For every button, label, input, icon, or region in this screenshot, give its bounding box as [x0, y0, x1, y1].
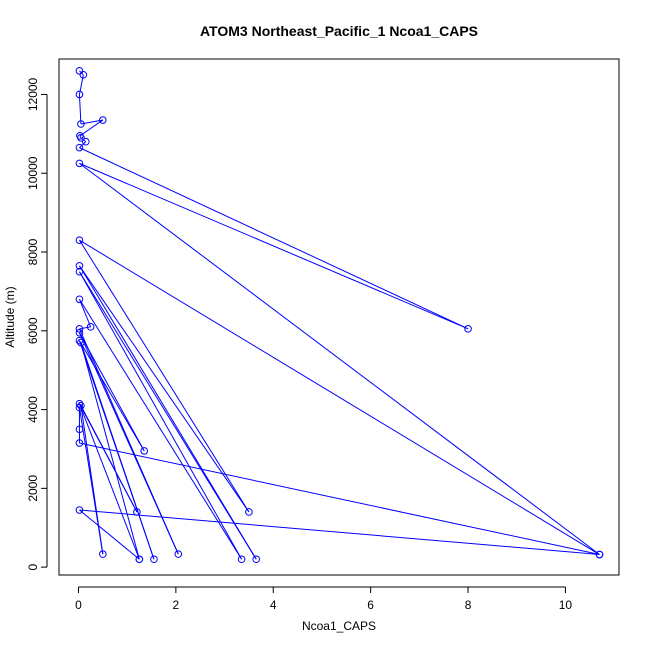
series-segment — [79, 141, 87, 148]
data-point — [75, 267, 84, 276]
data-point — [75, 67, 84, 75]
data-point — [77, 401, 85, 410]
data-point — [75, 439, 84, 447]
data-point — [245, 508, 253, 516]
series-segment — [79, 509, 600, 556]
series-points — [75, 67, 604, 564]
chart-title: ATOM3 Northeast_Pacific_1 Ncoa1_CAPS — [200, 23, 478, 39]
y-tick-label: 0 — [26, 563, 40, 570]
x-axis-label: Ncoa1_CAPS — [302, 619, 376, 633]
data-point — [75, 90, 84, 99]
data-point — [464, 325, 472, 333]
series-segment — [79, 265, 257, 560]
data-point — [75, 425, 84, 434]
data-point — [75, 403, 84, 412]
plot-frame — [58, 58, 620, 576]
data-point — [140, 447, 149, 455]
data-point — [75, 143, 84, 152]
data-point — [86, 323, 95, 331]
data-point — [99, 550, 107, 558]
series-segment — [80, 342, 140, 560]
data-point — [75, 328, 84, 337]
y-axis: 0 2000 4000 6000 8000 10000 12000 — [26, 77, 48, 570]
series-segment — [79, 135, 82, 139]
data-point — [252, 555, 261, 564]
x-tick-label: 8 — [465, 598, 472, 612]
series-segment — [79, 271, 243, 560]
series-segment — [80, 405, 138, 513]
series-segment — [79, 509, 140, 560]
series-segment — [78, 299, 92, 328]
data-point — [99, 116, 107, 124]
data-point — [75, 236, 84, 244]
data-point — [135, 555, 144, 564]
data-point — [79, 70, 88, 79]
x-tick-label: 4 — [270, 598, 277, 612]
y-tick-label: 2000 — [26, 475, 40, 502]
series-segment — [79, 239, 600, 555]
y-tick-label: 12000 — [26, 77, 40, 111]
y-tick-label: 10000 — [26, 156, 40, 190]
series-segment — [79, 332, 145, 452]
series-segment — [79, 340, 145, 452]
data-point — [133, 508, 141, 516]
data-point — [150, 555, 158, 564]
data-point — [75, 325, 84, 333]
y-tick-label: 4000 — [26, 396, 40, 423]
series-segment — [78, 94, 82, 125]
data-point — [75, 261, 84, 270]
data-point — [174, 550, 183, 558]
data-point — [75, 336, 84, 345]
data-point — [75, 506, 84, 514]
x-tick-label: 6 — [367, 598, 374, 612]
data-point — [75, 159, 84, 168]
x-axis: 0 2 4 6 8 10 — [75, 586, 573, 612]
series-segment — [78, 407, 104, 555]
series-segment — [79, 162, 600, 555]
y-tick-label: 8000 — [26, 238, 40, 265]
y-axis-label: Altitude (m) — [3, 286, 17, 347]
data-point — [595, 550, 604, 559]
series-lines — [78, 70, 600, 560]
series-segment — [79, 162, 469, 330]
series-segment — [79, 265, 250, 513]
data-point — [77, 338, 85, 347]
data-point — [237, 555, 246, 564]
x-tick-label: 2 — [173, 598, 180, 612]
series-segment — [79, 326, 91, 330]
data-point — [77, 120, 85, 128]
series-segment — [79, 119, 104, 137]
series-segment — [79, 239, 250, 513]
series-segment — [79, 299, 243, 560]
series-segment — [78, 403, 140, 560]
series-segment — [79, 271, 257, 560]
data-point — [75, 399, 84, 408]
series-segment — [79, 70, 84, 76]
data-point — [81, 137, 90, 146]
series-segment — [79, 442, 600, 556]
y-tick-label: 6000 — [26, 317, 40, 344]
data-point — [75, 295, 84, 304]
x-tick-label: 0 — [75, 598, 82, 612]
x-tick-label: 10 — [559, 598, 573, 612]
data-point — [77, 133, 85, 142]
series-segment — [79, 147, 469, 330]
